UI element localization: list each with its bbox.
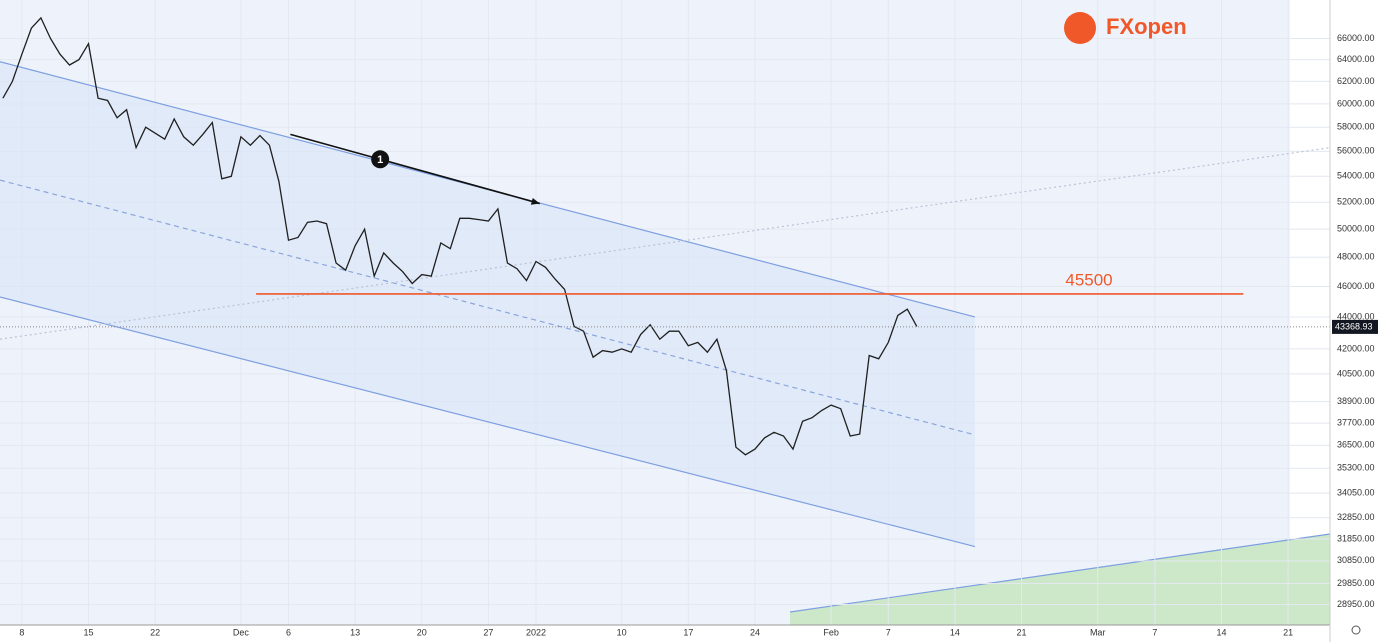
- trend-line: [0, 179, 973, 435]
- last-price-box: [1332, 319, 1378, 334]
- x-tick-label: 15: [84, 627, 94, 637]
- y-tick-label: 48000.00: [1337, 252, 1375, 262]
- y-tick-label: 38900.00: [1337, 396, 1375, 406]
- x-tick-label: 24: [750, 627, 760, 637]
- y-tick-label: 28950.00: [1337, 599, 1375, 609]
- arrow-label: 1: [377, 154, 383, 166]
- arrow: [290, 133, 541, 205]
- marks: 45500 1: [0, 16, 1331, 548]
- y-tick-label: 44000.00: [1337, 311, 1375, 321]
- y-tick-label: 35300.00: [1337, 463, 1375, 473]
- x-tick-label: 2022: [526, 627, 546, 637]
- x-tick-label: 21: [1017, 627, 1027, 637]
- y-tick-label: 36500.00: [1337, 440, 1375, 450]
- x-tick-label: 13: [350, 627, 360, 637]
- y-tick-label: 37700.00: [1337, 417, 1375, 427]
- y-tick-label: 29850.00: [1337, 578, 1375, 588]
- green-zone-edge: [789, 533, 1331, 613]
- y-tick-label: 34050.00: [1337, 487, 1375, 497]
- x-tick-label: 20: [417, 627, 427, 637]
- price-line: [2, 16, 918, 456]
- logo-text: FXopen: [1106, 14, 1187, 39]
- y-tick-label: 31850.00: [1337, 533, 1375, 543]
- y-tick-label: 58000.00: [1337, 122, 1375, 132]
- y-tick-label: 62000.00: [1337, 76, 1375, 86]
- x-tick-label: 8: [19, 627, 24, 637]
- resistance-label: 45500: [1065, 270, 1112, 289]
- logo-icon: [1064, 12, 1096, 44]
- y-tick-label: 50000.00: [1337, 224, 1375, 234]
- arrow-badge: [371, 150, 390, 169]
- y-tick-label: 56000.00: [1337, 146, 1375, 156]
- arrow-head: [530, 197, 540, 205]
- x-tick-label: 14: [1216, 627, 1226, 637]
- green-zone: [790, 534, 1330, 625]
- y-tick-label: 40500.00: [1337, 368, 1375, 378]
- x-tick-label: Feb: [823, 627, 839, 637]
- x-tick-label: 7: [886, 627, 891, 637]
- x-tick-label: 17: [683, 627, 693, 637]
- y-tick-label: 60000.00: [1337, 98, 1375, 108]
- x-tick-label: 21: [1283, 627, 1293, 637]
- y-tick-label: 64000.00: [1337, 54, 1375, 64]
- y-tick-label: 54000.00: [1337, 171, 1375, 181]
- x-tick-label: Dec: [233, 627, 250, 637]
- y-tick-label: 46000.00: [1337, 281, 1375, 291]
- x-tick-label: 10: [617, 627, 627, 637]
- x-tick-label: 27: [483, 627, 493, 637]
- x-tick-label: Mar: [1090, 627, 1106, 637]
- trend-line: [0, 296, 976, 548]
- y-tick-label: 66000.00: [1337, 33, 1375, 43]
- y-tick-label: 32850.00: [1337, 512, 1375, 522]
- y-tick-label: 30850.00: [1337, 555, 1375, 565]
- trend-line: [0, 147, 1331, 340]
- channel-fill: [0, 61, 975, 547]
- x-tick-label: 7: [1152, 627, 1157, 637]
- last-price-label: 43368.93: [1335, 321, 1373, 331]
- y-tick-label: 52000.00: [1337, 197, 1375, 207]
- y-tick-label: 42000.00: [1337, 343, 1375, 353]
- x-tick-label: 22: [150, 627, 160, 637]
- x-tick-label: 6: [286, 627, 291, 637]
- x-tick-label: 14: [950, 627, 960, 637]
- settings-icon[interactable]: [1351, 625, 1361, 635]
- logo: FXopen: [1064, 12, 1187, 44]
